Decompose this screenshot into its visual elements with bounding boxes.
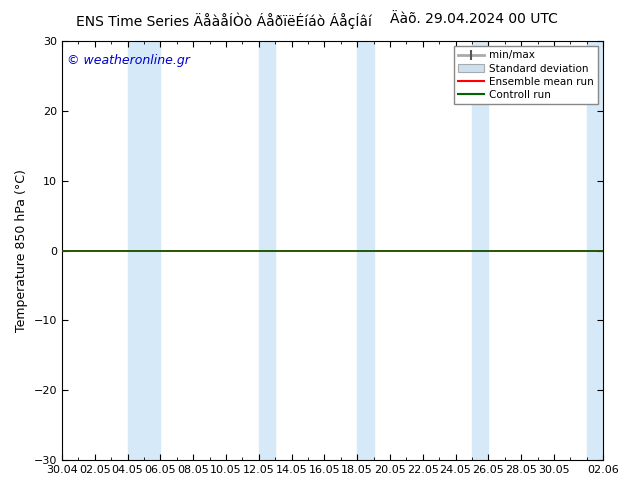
Text: Äàõ. 29.04.2024 00 UTC: Äàõ. 29.04.2024 00 UTC <box>390 12 558 26</box>
Bar <box>586 41 603 460</box>
Bar <box>472 41 488 460</box>
Bar <box>127 41 160 460</box>
Bar <box>259 41 275 460</box>
Bar <box>357 41 373 460</box>
Text: © weatheronline.gr: © weatheronline.gr <box>67 53 190 67</box>
Y-axis label: Temperature 850 hPa (°C): Temperature 850 hPa (°C) <box>15 169 28 332</box>
Text: ENS Time Series ÄåàåÍÒò ÁåðïëÉíáò ÁåçÍâí: ENS Time Series ÄåàåÍÒò ÁåðïëÉíáò ÁåçÍâí <box>76 12 372 29</box>
Legend: min/max, Standard deviation, Ensemble mean run, Controll run: min/max, Standard deviation, Ensemble me… <box>453 46 598 104</box>
